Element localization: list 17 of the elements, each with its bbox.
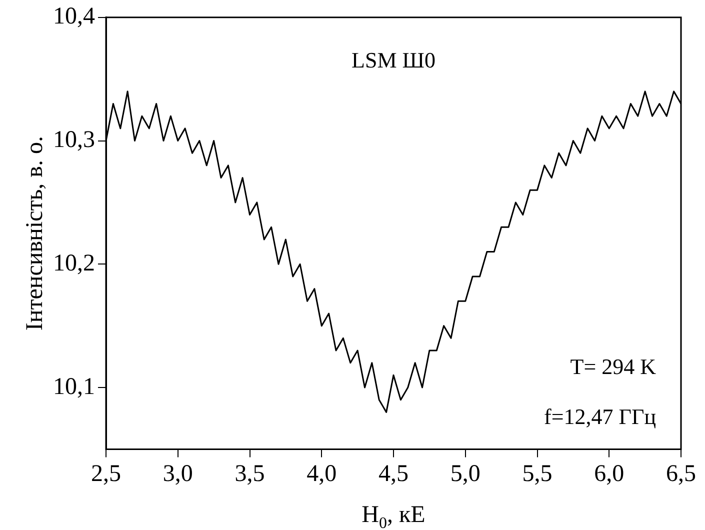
x-tick-label: 6,0 (594, 460, 624, 487)
x-tick-label: 4,0 (306, 460, 337, 487)
y-tick-label: 10,4 (53, 4, 95, 30)
x-tick-label: 3,5 (234, 460, 265, 487)
y-tick-label: 10,3 (53, 127, 95, 154)
x-tick-label: 5,0 (450, 460, 480, 487)
x-tick-label: 4,5 (378, 460, 408, 487)
x-tick-label: 6,5 (666, 460, 696, 487)
annotation: f=12,47 ГГц (544, 404, 656, 430)
annotation: T= 294 K (570, 354, 656, 380)
y-axis-title: Інтенсивність, в. о. (22, 136, 48, 331)
x-tick-label: 3,0 (162, 460, 193, 487)
annotation: LSM Ш0 (352, 47, 436, 72)
x-tick-label: 2,5 (91, 460, 121, 487)
x-tick-label: 5,5 (522, 460, 552, 487)
y-tick-label: 10,2 (53, 250, 95, 276)
y-tick-label: 10,1 (53, 374, 95, 400)
